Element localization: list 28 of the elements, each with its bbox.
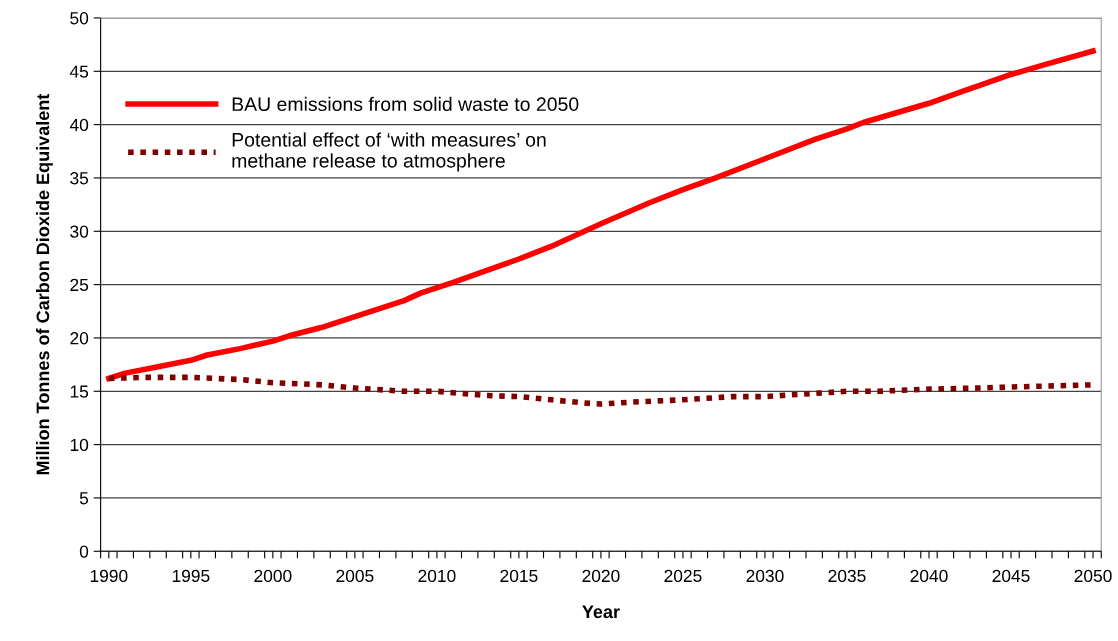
y-tick-label: 20 bbox=[70, 332, 89, 345]
x-tick-label: 2005 bbox=[336, 569, 374, 583]
y-tick-label: 5 bbox=[79, 492, 89, 505]
x-tick-label: 2035 bbox=[828, 569, 866, 583]
x-tick-label: 2040 bbox=[910, 569, 948, 583]
x-tick-label: 2030 bbox=[746, 569, 784, 583]
y-tick-label: 10 bbox=[70, 438, 89, 452]
x-tick-label: 2025 bbox=[664, 569, 702, 583]
x-tick-label: 1995 bbox=[172, 569, 210, 583]
y-tick-label: 0 bbox=[79, 545, 89, 558]
x-tick-label: 2045 bbox=[992, 569, 1030, 583]
x-tick-label: 2010 bbox=[418, 569, 456, 583]
legend-label: BAU emissions from solid waste to 2050 bbox=[232, 96, 579, 112]
y-tick-label: 45 bbox=[69, 65, 89, 78]
x-tick-label: 2020 bbox=[582, 569, 620, 583]
x-tick-label: 2015 bbox=[500, 569, 538, 583]
x-tick-label: 1990 bbox=[90, 569, 128, 583]
y-tick-label: 25 bbox=[70, 278, 89, 292]
y-tick-label: 30 bbox=[70, 225, 89, 238]
x-axis-title: Year bbox=[582, 605, 620, 619]
y-tick-label: 50 bbox=[70, 12, 89, 25]
y-tick-label: 35 bbox=[70, 172, 89, 185]
legend-label: Potential effect of ‘with measures’ on methane release to atmosphere bbox=[232, 132, 546, 172]
x-tick-label: 2050 bbox=[1074, 569, 1112, 583]
y-tick-label: 40 bbox=[69, 118, 89, 132]
y-tick-label: 15 bbox=[70, 385, 89, 398]
y-axis-title: Million Tonnes of Carbon Dioxide Equivalent bbox=[36, 93, 53, 475]
x-tick-label: 2000 bbox=[254, 569, 292, 583]
